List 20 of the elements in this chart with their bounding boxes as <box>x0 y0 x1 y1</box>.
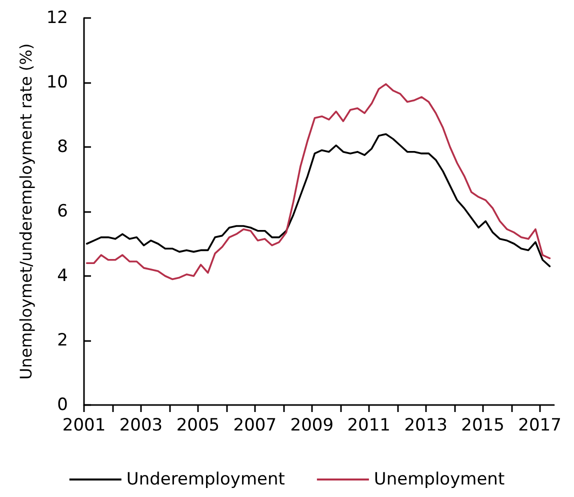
y-tick-label: 12 <box>46 8 68 28</box>
x-tick-label: 2007 <box>233 416 277 436</box>
x-tick-label: 2015 <box>461 416 504 436</box>
line-series <box>86 83 551 280</box>
x-tick-label: 2005 <box>176 416 220 436</box>
y-tick-label: 4 <box>57 266 68 286</box>
y-tick-label: 8 <box>57 137 68 157</box>
legend-label: Underemployment <box>126 470 286 490</box>
legend-label: Unemployment <box>374 470 505 490</box>
y-tick-label: 6 <box>57 202 68 222</box>
x-tick-label: 2013 <box>404 416 448 436</box>
x-tick-label: 2017 <box>518 416 562 436</box>
y-tick-label: 0 <box>57 395 68 415</box>
y-axis-title: Unemploymet/underemployment rate (%) <box>16 43 36 380</box>
y-tick-label: 2 <box>57 330 68 350</box>
x-tick-label: 2009 <box>290 416 334 436</box>
x-tick-label: 2011 <box>347 416 390 436</box>
y-tick-label: 10 <box>46 72 68 92</box>
x-tick-label: 2001 <box>62 416 106 436</box>
x-tick-label: 2003 <box>119 416 163 436</box>
